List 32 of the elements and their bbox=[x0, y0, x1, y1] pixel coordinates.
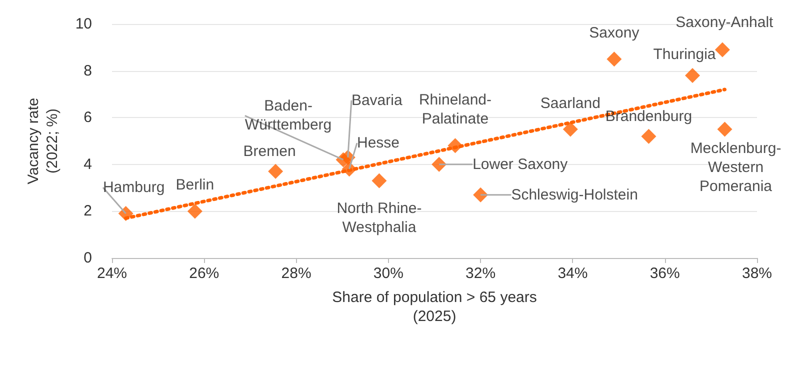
annotation: Hamburg bbox=[102, 179, 165, 196]
x-tick-label: 28% bbox=[281, 265, 312, 282]
annotation: Saxony-Anhalt bbox=[676, 14, 774, 32]
annotation: Rhineland- Palatinate bbox=[418, 92, 492, 128]
x-tick-label: 36% bbox=[650, 265, 680, 282]
y-tick-label: 4 bbox=[84, 156, 92, 173]
annotation: Saxony bbox=[589, 24, 640, 42]
annotation: Brandenburg bbox=[605, 108, 692, 125]
annotation: North Rhine- Westphalia bbox=[336, 200, 422, 236]
x-tick-label: 38% bbox=[742, 265, 772, 282]
annotation: Baden- Württemberg bbox=[244, 98, 332, 134]
x-tick-label: 32% bbox=[466, 265, 496, 282]
annotation: Schleswig-Holstein bbox=[511, 186, 638, 204]
y-axis-title: Vacancy rate (2022; %) bbox=[25, 98, 61, 184]
annotation: Mecklenburg- Western Pomerania bbox=[690, 140, 782, 195]
x-tick-label: 26% bbox=[189, 265, 220, 282]
annotation: Bavaria bbox=[351, 92, 403, 109]
annotation: Lower Saxony bbox=[472, 156, 568, 173]
y-tick-label: 8 bbox=[84, 62, 92, 80]
y-tick-label: 6 bbox=[84, 109, 92, 126]
y-tick-label: 2 bbox=[84, 202, 92, 220]
y-tick-label: 0 bbox=[84, 250, 92, 266]
annotation: Thuringia bbox=[653, 46, 716, 63]
annotation: Hesse bbox=[357, 134, 400, 152]
x-tick-label: 30% bbox=[373, 265, 404, 282]
x-tick-label: 24% bbox=[96, 265, 128, 282]
y-tick-label: 10 bbox=[75, 16, 92, 32]
annotation: Bremen bbox=[243, 142, 296, 160]
x-axis-title: Share of population > 65 years (2025) bbox=[332, 289, 537, 325]
annotation: Berlin bbox=[176, 176, 214, 194]
annotation: Saarland bbox=[540, 94, 600, 112]
x-tick-label: 34% bbox=[558, 265, 588, 282]
